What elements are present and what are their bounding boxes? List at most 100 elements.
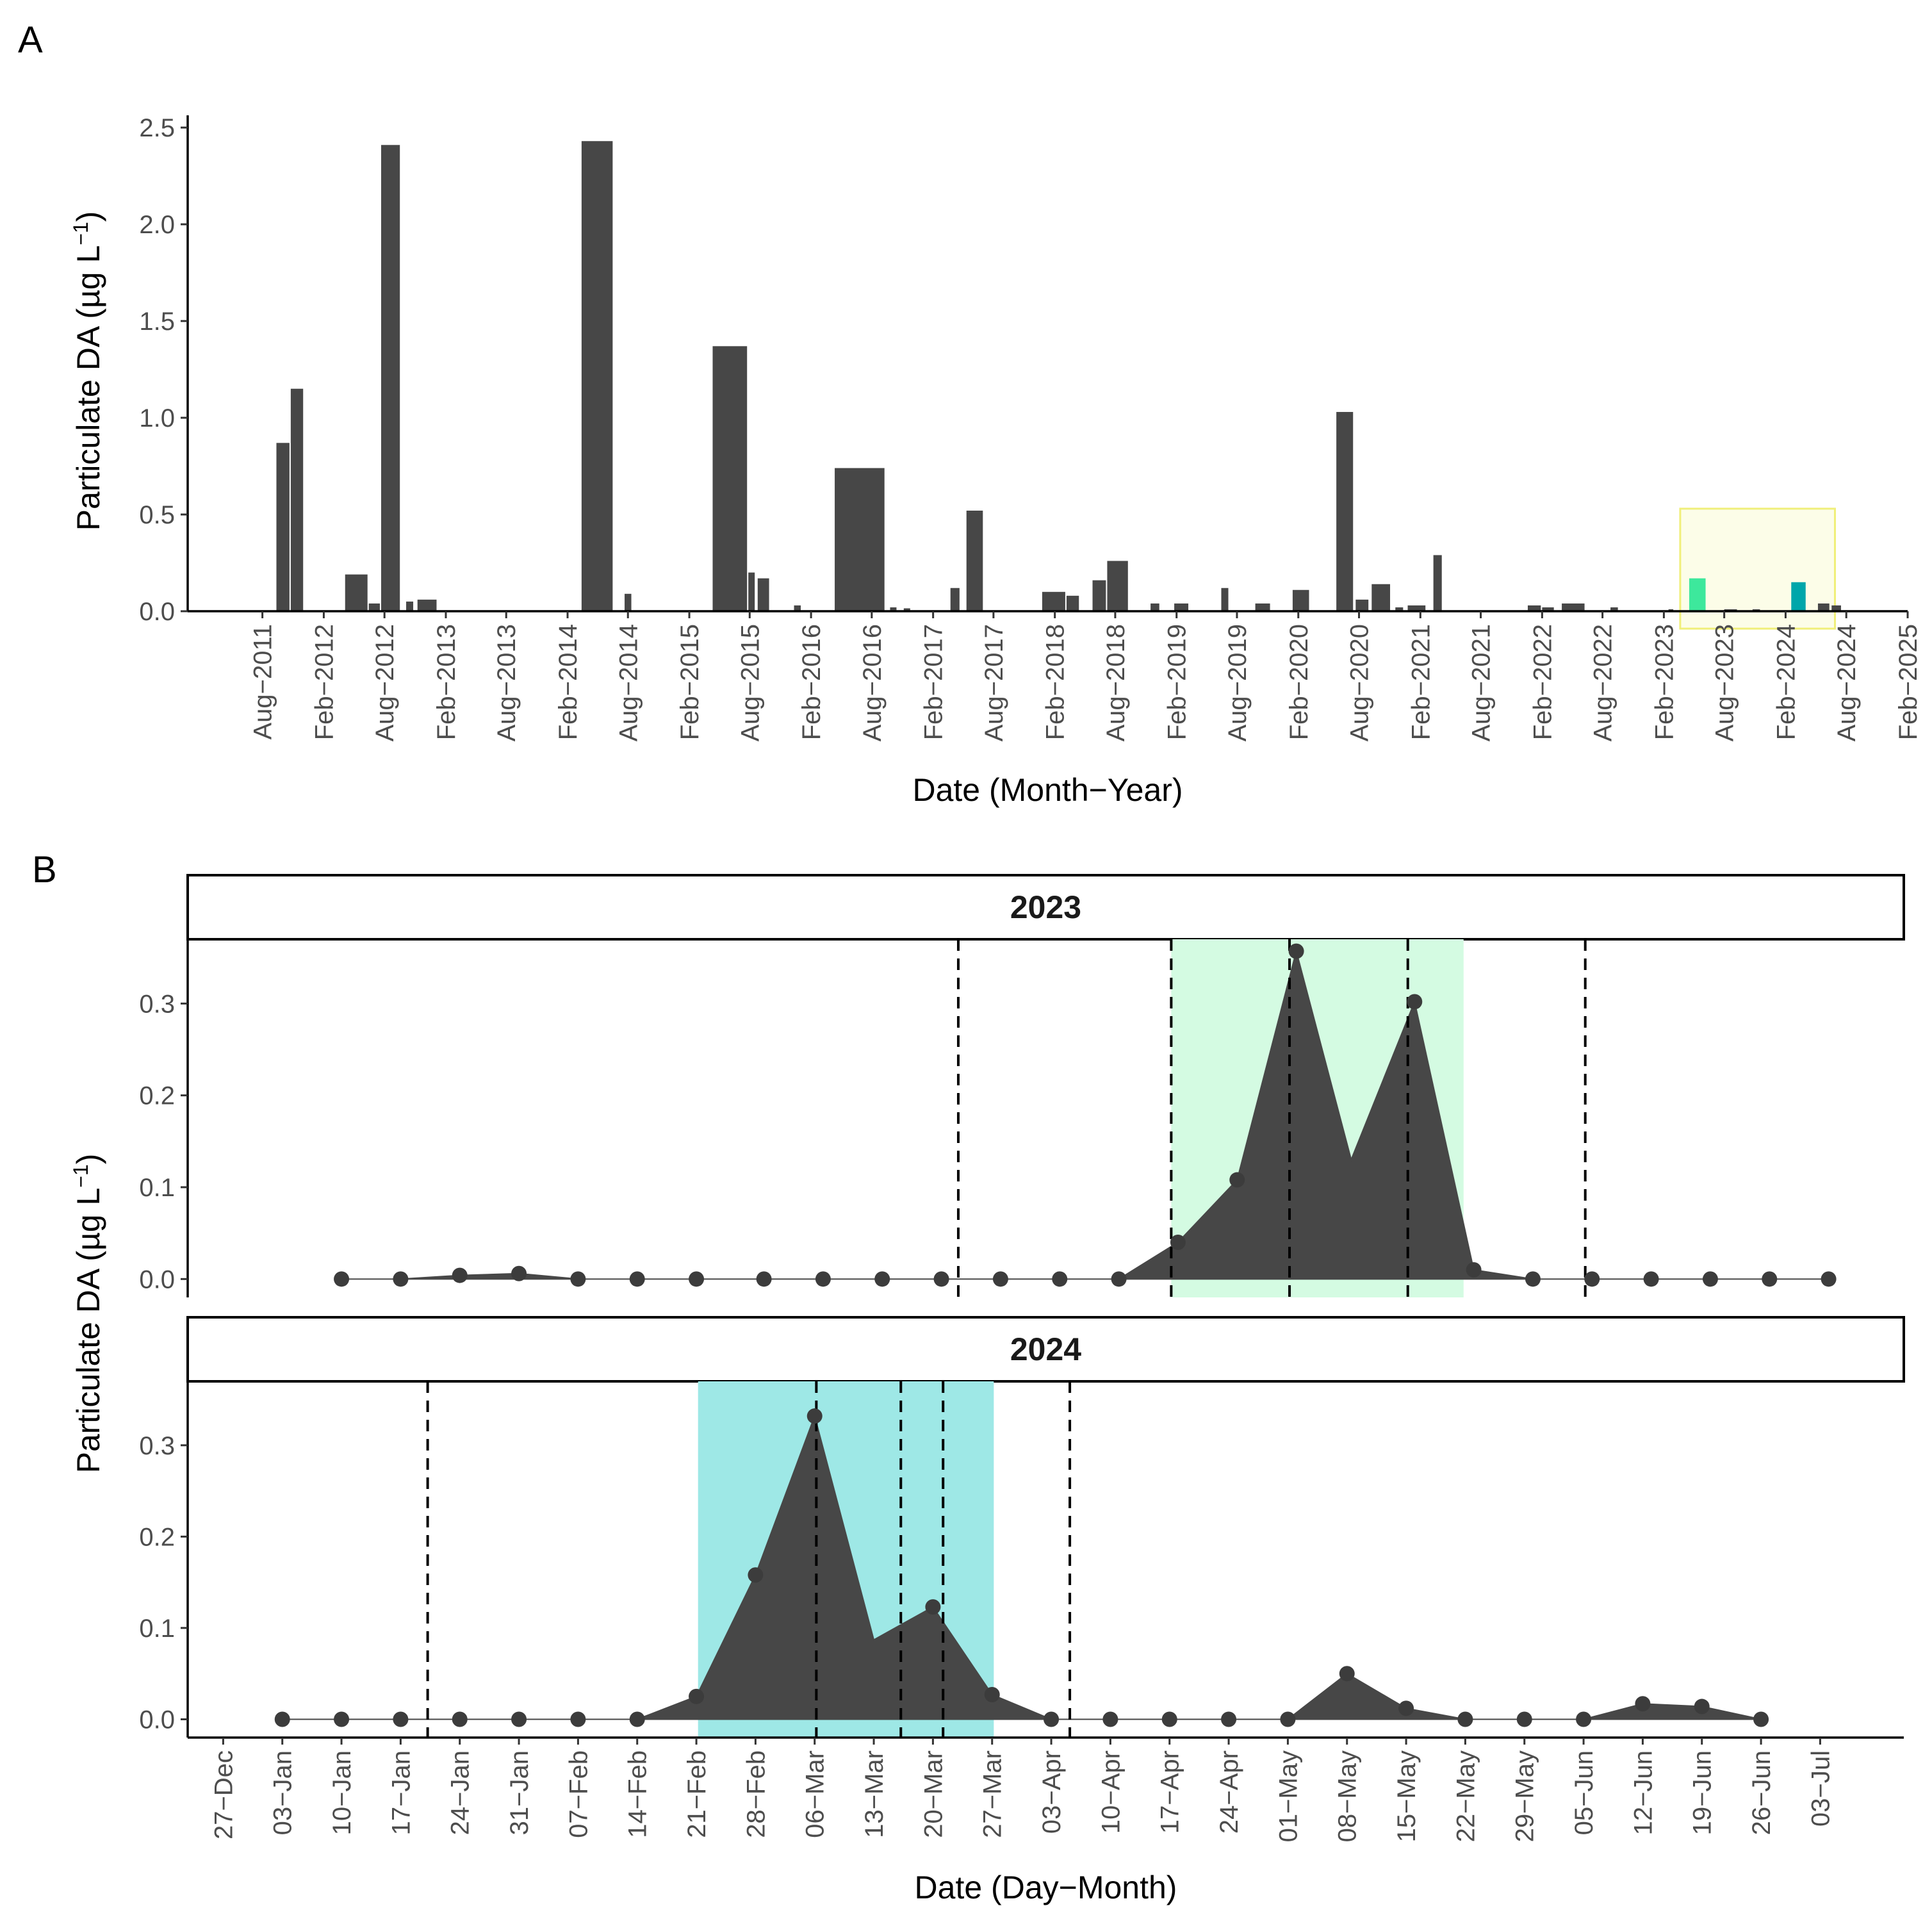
bar-33	[1527, 605, 1541, 611]
data-point-9	[874, 1271, 890, 1287]
data-point-5	[629, 1271, 645, 1287]
data-point-7	[756, 1271, 772, 1287]
bar-2	[345, 574, 368, 611]
panel-b-tag: B	[32, 849, 57, 891]
data-point-20	[1584, 1271, 1600, 1287]
bar-28	[1355, 599, 1369, 611]
data-point-7	[689, 1688, 705, 1704]
data-point-18	[1398, 1700, 1414, 1716]
x-tick-label-9: Feb−2016	[798, 624, 826, 740]
bar-30	[1395, 607, 1404, 611]
y-tick-label-3: 0.3	[139, 990, 175, 1018]
data-point-23	[1694, 1698, 1710, 1714]
data-point-8	[815, 1271, 831, 1287]
y-axis-title-main: Particulate DA (µg L	[70, 1188, 106, 1474]
x-tick-label-12: 20−Mar	[919, 1750, 947, 1838]
bar-24	[1221, 588, 1229, 611]
data-point-17	[1407, 994, 1423, 1010]
x-tick-label-0: Aug−2011	[249, 624, 277, 740]
bar-18	[1042, 591, 1065, 611]
bar-42	[1817, 603, 1830, 611]
x-tick-label-15: 10−Apr	[1097, 1750, 1125, 1834]
y-tick-label-2: 0.2	[139, 1082, 175, 1110]
x-tick-label-4: Aug−2013	[493, 624, 521, 742]
x-tick-label-20: Aug−2021	[1468, 624, 1496, 742]
y-tick-label-2: 1.0	[139, 404, 175, 432]
x-tick-label-10: 06−Mar	[801, 1750, 830, 1838]
x-tick-label-23: 05−Jun	[1570, 1750, 1598, 1835]
bar-0	[276, 443, 290, 611]
x-tick-label-5: Feb−2014	[554, 624, 582, 740]
bar-38	[1689, 578, 1706, 611]
data-point-13	[1111, 1271, 1127, 1287]
bar-4	[381, 145, 400, 611]
bar-9	[712, 346, 748, 611]
data-point-19	[1525, 1271, 1541, 1287]
data-point-4	[570, 1271, 586, 1287]
panel-b-area-chart: 2023 0.0 0.1 0.2 0.3 2024 0.0 0.1 0.2 0.3 27−Dec 03…	[69, 874, 1905, 1905]
bar-11	[757, 578, 769, 611]
data-point-16	[1288, 943, 1304, 959]
data-point-15	[1229, 1172, 1245, 1188]
facet-strip-label: 2024	[1010, 1331, 1081, 1367]
data-point-0	[274, 1711, 290, 1727]
data-point-4	[511, 1711, 527, 1727]
data-point-1	[334, 1711, 350, 1727]
x-tick-label-21: 22−May	[1452, 1750, 1480, 1842]
y-tick-label-1: 0.5	[139, 501, 175, 529]
data-point-15	[1221, 1711, 1237, 1727]
x-tick-label-8: 21−Feb	[683, 1750, 711, 1838]
facet-2023: 2023 0.0 0.1 0.2 0.3	[139, 874, 1905, 1297]
x-tick-label-8: Aug−2015	[736, 624, 764, 742]
bar-16	[950, 588, 960, 611]
x-tick-label-25: 19−Jun	[1689, 1750, 1717, 1835]
y-tick-label-2: 0.2	[139, 1523, 175, 1551]
data-point-23	[1762, 1271, 1778, 1287]
bar-14	[890, 607, 897, 611]
data-point-14	[1170, 1235, 1186, 1250]
data-point-12	[1044, 1711, 1060, 1727]
x-tick-label-1: 03−Jan	[269, 1750, 297, 1835]
x-tick-label-16: 17−Apr	[1156, 1750, 1184, 1834]
da-area	[282, 1413, 1762, 1720]
data-point-17	[1339, 1666, 1355, 1682]
facet-strip	[186, 874, 1905, 941]
x-tick-label-20: 15−May	[1393, 1750, 1421, 1842]
data-point-22	[1635, 1696, 1651, 1712]
y-axis-title-exponent: −1	[69, 222, 92, 245]
bar-21	[1107, 561, 1128, 611]
y-axis-title-close: )	[70, 1154, 106, 1165]
x-tick-label-17: Feb−2020	[1285, 624, 1313, 740]
data-point-12	[1052, 1271, 1068, 1287]
x-tick-label-16: Aug−2019	[1224, 624, 1252, 742]
x-tick-label-19: 08−May	[1334, 1750, 1362, 1842]
bar-26	[1292, 589, 1309, 611]
x-tick-label-27: 03−Jul	[1806, 1750, 1835, 1827]
data-point-0	[334, 1271, 350, 1287]
x-tick-label-25: Feb−2024	[1772, 624, 1800, 740]
x-tick-label-5: 31−Jan	[505, 1750, 534, 1835]
data-point-21	[1643, 1271, 1659, 1287]
bar-36	[1610, 607, 1618, 611]
x-tick-label-10: Aug−2016	[858, 624, 887, 742]
data-point-9	[806, 1408, 823, 1424]
y-tick-label-1: 0.1	[139, 1174, 175, 1202]
y-axis-title-exponent: −1	[69, 1164, 92, 1187]
x-tick-label-7: Feb−2015	[676, 624, 704, 740]
data-point-16	[1280, 1711, 1296, 1727]
bar-27	[1336, 411, 1354, 611]
da-area	[341, 948, 1829, 1280]
bar-1	[290, 388, 304, 611]
data-point-2	[452, 1267, 468, 1283]
x-tick-label-18: Aug−2020	[1346, 624, 1374, 742]
y-tick-label-4: 2.0	[139, 211, 175, 239]
data-point-18	[1466, 1262, 1482, 1278]
data-point-21	[1576, 1711, 1592, 1727]
bar-13	[835, 468, 885, 611]
x-tick-label-9: 28−Feb	[742, 1750, 770, 1838]
bar-25	[1255, 603, 1270, 611]
x-tick-label-23: Feb−2023	[1650, 624, 1678, 740]
data-point-6	[689, 1271, 705, 1287]
